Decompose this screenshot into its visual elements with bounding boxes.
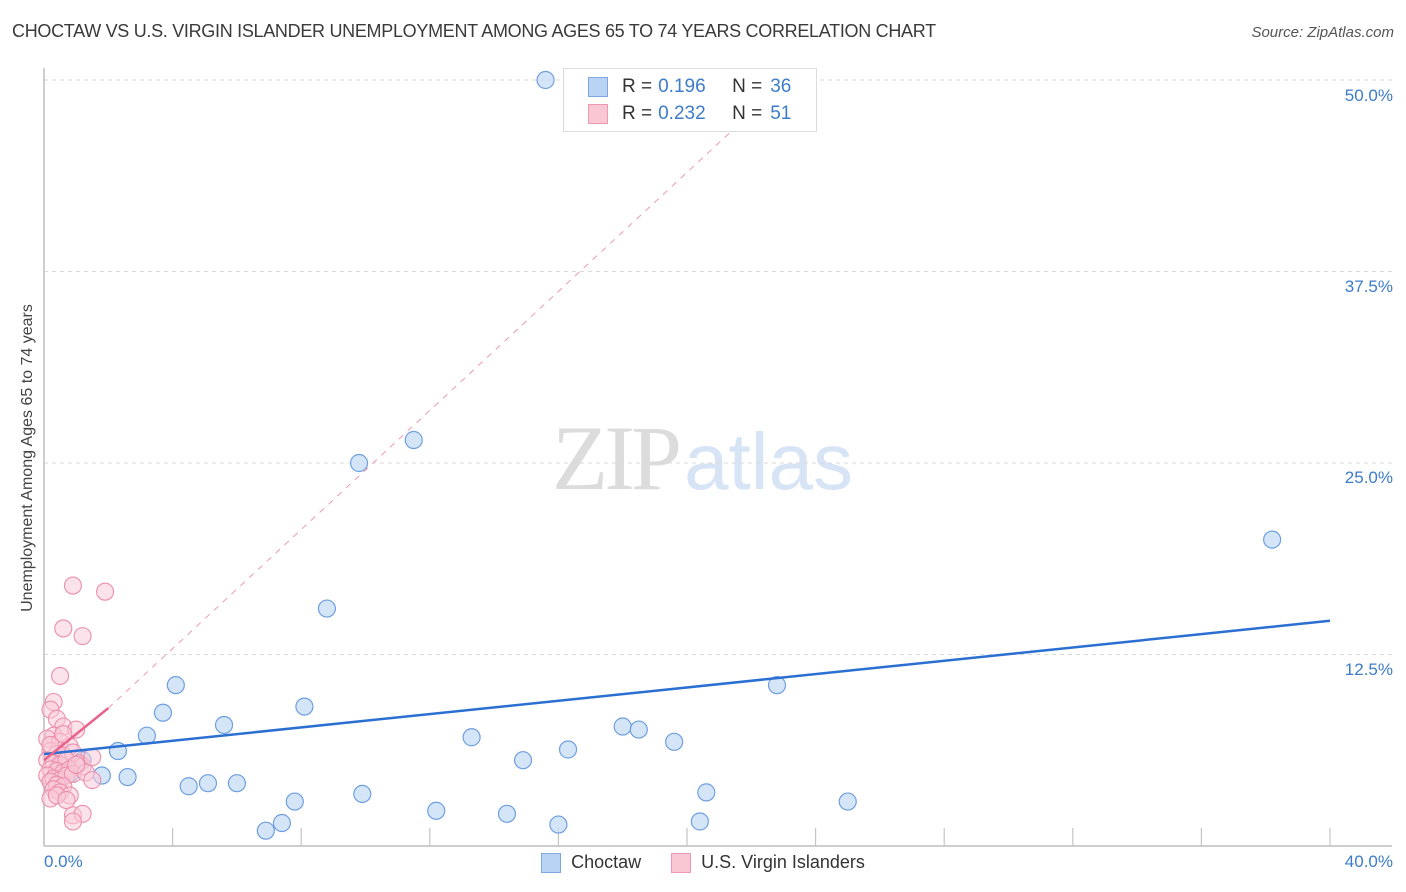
choctaw-point[interactable] — [404, 430, 423, 450]
choctaw-point[interactable] — [629, 720, 648, 739]
choctaw-point[interactable] — [179, 777, 198, 796]
y-axis-label: Unemployment Among Ages 65 to 74 years — [19, 304, 36, 612]
choctaw-point[interactable] — [549, 815, 568, 834]
r-label: R = — [622, 76, 653, 97]
choctaw-point[interactable] — [1263, 530, 1282, 549]
gridlines — [44, 79, 1392, 655]
choctaw-point[interactable] — [497, 804, 517, 823]
legend-label: U.S. Virgin Islanders — [701, 852, 865, 872]
n-value: 36 — [770, 76, 792, 97]
choctaw-point[interactable] — [295, 697, 314, 716]
y-tick-12-5: 12.5% — [1344, 660, 1393, 679]
choctaw-point[interactable] — [558, 740, 578, 759]
choctaw-point[interactable] — [166, 676, 185, 695]
y-tick-37-5: 37.5% — [1344, 277, 1393, 296]
virgin-islanders-point[interactable] — [54, 619, 73, 638]
choctaw-point[interactable] — [462, 728, 481, 747]
correlation-legend: R = 0.196 N = 36 R = 0.232 N = 51 — [563, 68, 817, 132]
virgin-islanders-point[interactable] — [73, 627, 92, 646]
y-tick-50: 50.0% — [1344, 86, 1393, 105]
choctaw-point[interactable] — [513, 751, 533, 770]
legend-row-virgin-islanders: R = 0.232 N = 51 — [588, 103, 791, 125]
n-value: 51 — [770, 103, 792, 124]
choctaw-point[interactable] — [214, 715, 234, 735]
r-label: R = — [622, 103, 653, 124]
source-credit: Source: ZipAtlas.com — [1251, 24, 1394, 41]
virgin-islanders-point[interactable] — [63, 576, 82, 595]
choctaw-point[interactable] — [613, 717, 632, 736]
x-tick-max: 40.0% — [1344, 852, 1393, 871]
virgin-islanders-point[interactable] — [96, 582, 115, 601]
choctaw-series — [50, 70, 1282, 840]
series-legend: Choctaw U.S. Virgin Islanders — [0, 852, 1406, 873]
virgin-islanders-point[interactable] — [51, 666, 70, 685]
virgin-islanders-swatch — [671, 852, 692, 873]
choctaw-point[interactable] — [697, 783, 716, 802]
choctaw-point[interactable] — [118, 767, 137, 787]
n-label: N = — [732, 76, 763, 97]
axes — [43, 68, 1392, 847]
legend-item-choctaw[interactable]: Choctaw — [541, 852, 641, 873]
n-label: N = — [732, 103, 763, 124]
choctaw-point[interactable] — [153, 703, 173, 722]
choctaw-swatch — [588, 77, 608, 97]
legend-item-virgin-islanders[interactable]: U.S. Virgin Islanders — [671, 852, 865, 873]
trend-lines — [43, 82, 1331, 762]
virgin-islanders-trend-line — [43, 707, 110, 762]
legend-label: Choctaw — [571, 852, 642, 872]
choctaw-point[interactable] — [285, 792, 304, 811]
choctaw-point[interactable] — [427, 801, 446, 820]
watermark-atlas: atlas — [684, 417, 853, 506]
choctaw-point[interactable] — [317, 599, 337, 618]
virgin-islanders-point[interactable] — [63, 812, 82, 831]
legend-row-choctaw: R = 0.196 N = 36 — [588, 76, 791, 98]
choctaw-point[interactable] — [272, 813, 292, 833]
choctaw-point[interactable] — [838, 792, 857, 811]
choctaw-point[interactable] — [353, 784, 372, 804]
choctaw-point[interactable] — [227, 774, 246, 793]
virgin-islanders-series — [38, 576, 115, 831]
r-value: 0.232 — [658, 103, 706, 124]
virgin-islanders-swatch — [588, 104, 608, 124]
choctaw-point[interactable] — [690, 812, 709, 831]
choctaw-point[interactable] — [536, 70, 555, 90]
choctaw-trend-line — [43, 619, 1331, 756]
r-value: 0.196 — [658, 76, 706, 97]
choctaw-point[interactable] — [256, 821, 275, 840]
choctaw-swatch — [541, 852, 562, 873]
virgin-islanders-trend-extension — [107, 82, 784, 709]
choctaw-point[interactable] — [198, 774, 218, 793]
virgin-islanders-point[interactable] — [57, 790, 76, 810]
choctaw-point[interactable] — [665, 732, 684, 751]
virgin-islanders-point[interactable] — [83, 771, 102, 790]
choctaw-point[interactable] — [767, 676, 787, 695]
virgin-islanders-point[interactable] — [83, 748, 102, 767]
y-tick-25: 25.0% — [1344, 468, 1393, 487]
choctaw-point[interactable] — [349, 453, 369, 473]
watermark: ZIPatlas — [552, 405, 853, 511]
virgin-islanders-point[interactable] — [54, 725, 73, 744]
chart-title: CHOCTAW VS U.S. VIRGIN ISLANDER UNEMPLOY… — [12, 21, 936, 41]
virgin-islanders-point[interactable] — [67, 755, 86, 774]
watermark-zip: ZIP — [552, 407, 682, 509]
x-tick-min: 0.0% — [44, 852, 83, 871]
